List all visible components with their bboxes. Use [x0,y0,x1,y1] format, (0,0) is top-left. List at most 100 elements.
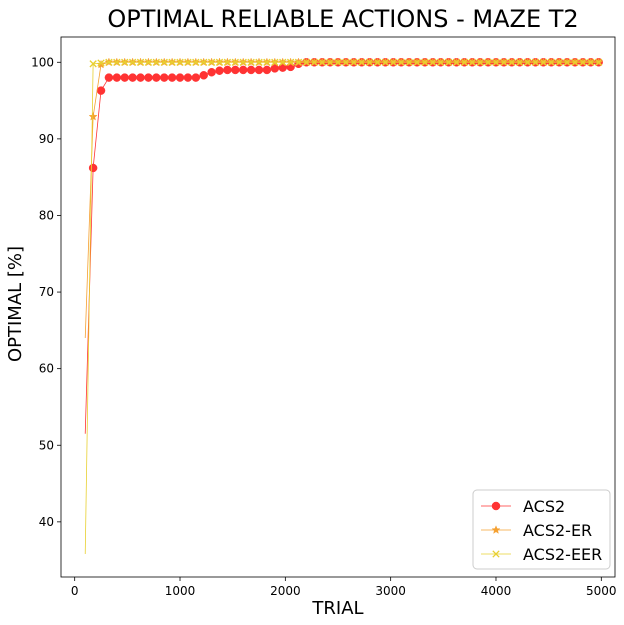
data-point [365,58,374,66]
legend-marker [492,550,500,558]
data-point [88,163,98,173]
legend-item: ACS2 [481,497,565,516]
data-point [183,73,193,82]
data-point [468,58,476,66]
legend: ACS2 ACS2-ER ACS2-EER [472,489,611,570]
data-point [492,58,500,66]
data-point [476,58,484,66]
data-point [531,58,540,66]
data-point [254,65,264,75]
legend-marker [491,501,501,511]
data-point [238,65,248,75]
data-point [231,65,240,75]
data-point [421,58,429,66]
y-tick-label: 80 [39,208,54,222]
series-line [84,61,599,339]
data-point [223,65,232,75]
data-point [595,58,603,66]
data-point [207,58,216,66]
data-point [104,73,114,82]
data-point [89,60,97,68]
data-point [113,58,121,66]
data-point [128,73,137,82]
data-point [508,58,516,66]
y-tick-label: 100 [31,55,54,69]
data-point [215,66,224,75]
data-point [200,58,208,66]
data-point [136,73,145,82]
data-point [397,58,405,66]
data-point [152,58,160,66]
data-point [128,58,137,66]
data-point [247,58,255,66]
chart-title: OPTIMAL RELIABLE ACTIONS - MAZE T2 [107,5,578,33]
data-point [255,58,263,66]
legend-box [472,489,611,570]
data-point [310,58,318,66]
y-tick-label: 50 [39,438,54,452]
data-point [563,58,571,66]
data-point [279,58,287,66]
x-tick-label: 2000 [270,584,301,598]
data-point [263,58,271,66]
series-acs2-eer [84,58,603,555]
data-point [262,65,272,75]
data-point [136,58,145,66]
data-point [152,73,161,82]
data-point [231,58,239,66]
data-point [144,73,153,82]
data-point [176,58,184,66]
plot-frame [60,36,616,578]
legend-marker [491,525,501,534]
data-point [184,58,192,66]
data-point [302,58,311,66]
data-point [484,58,492,66]
data-point [523,58,532,66]
data-point [587,58,595,66]
legend-label: ACS2 [523,497,565,516]
data-point [167,73,177,82]
data-point [144,58,153,66]
data-point [96,86,106,95]
data-point [120,73,129,82]
data-point [159,73,169,82]
data-point [437,58,445,66]
x-tick-label: 0 [71,584,79,598]
data-point [318,58,326,66]
data-point [223,58,232,66]
data-point [199,71,208,80]
x-tick-label: 4000 [481,584,512,598]
data-point [294,58,303,66]
data-point [373,58,382,66]
data-point [215,58,224,66]
series-line [84,61,599,434]
data-point [105,58,113,66]
plot-area: 0 1000 2000 3000 4000 5000 40 50 60 70 80 90 100 [31,36,617,598]
x-tick-label: 5000 [586,584,617,598]
legend-item: ACS2-EER [481,545,602,564]
y-tick-label: 60 [39,362,54,376]
data-point [326,58,334,66]
data-point [286,58,295,66]
y-axis-label: OPTIMAL [%] [5,246,26,362]
data-point [429,58,437,66]
y-tick-label: 40 [39,515,54,529]
data-point [500,58,508,66]
data-point [539,58,548,66]
x-tick-label: 3000 [375,584,406,598]
data-point [112,73,122,82]
data-point [207,67,216,77]
series-acs2 [84,58,603,434]
data-point [271,58,279,66]
y-tick-label: 90 [39,132,54,146]
data-point [460,58,469,66]
data-point [239,58,247,66]
data-point [175,73,185,82]
data-point [452,58,461,66]
data-point [192,58,200,66]
data-point [121,58,129,66]
data-point [389,58,397,66]
legend-label: ACS2-EER [523,545,602,564]
data-point [191,73,201,82]
